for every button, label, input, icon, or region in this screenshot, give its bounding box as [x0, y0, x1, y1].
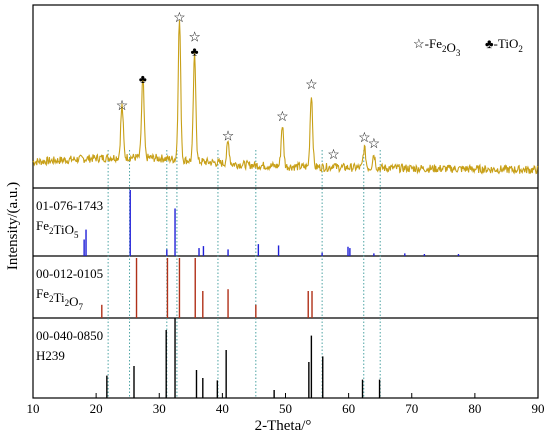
peak-marker-9: ☆ [327, 148, 340, 163]
x-tick-label-30: 30 [153, 401, 166, 416]
x-tick-label-50: 50 [279, 401, 292, 416]
peak-marker-4: ♣ [191, 44, 199, 58]
xrd-pattern-line [32, 20, 539, 175]
x-tick-label-60: 60 [342, 401, 355, 416]
reference-formula: H239 [36, 348, 65, 363]
x-tick-label-80: 80 [468, 401, 481, 416]
plot-frame [32, 4, 539, 399]
x-axis-label: 2-Theta/° [255, 418, 312, 434]
reference-formula: Fe2Ti2O7 [36, 286, 84, 312]
peak-marker-3: ☆ [173, 11, 186, 26]
peak-marker-7: ☆ [276, 110, 289, 125]
reference-pdf-code: 00-040-0850 [36, 328, 103, 343]
reference-pdf-code: 01-076-1743 [36, 198, 103, 213]
x-tick-label-10: 10 [27, 401, 40, 416]
x-tick-label-40: 40 [216, 401, 229, 416]
reference-panel-2: 00-012-0105 Fe2Ti2O7 [36, 258, 313, 318]
peak-marker-10: ☆ [358, 131, 371, 146]
peak-marker-1: ☆ [116, 99, 129, 114]
y-axis-label: Intensity/(a.u.) [5, 182, 21, 270]
x-tick-label-90: 90 [532, 401, 545, 416]
reference-formula: Fe2TiO5 [36, 218, 79, 240]
peak-marker-2: ♣ [139, 72, 147, 86]
legend-item-1: ☆-Fe2O3 [413, 36, 461, 58]
reference-pdf-code: 00-012-0105 [36, 266, 103, 281]
peak-marker-5: ☆ [188, 30, 201, 45]
reference-panel-1: 01-076-1743 Fe2TiO5 [36, 190, 460, 256]
peak-marker-8: ☆ [305, 78, 318, 93]
legend: ☆-Fe2O3 ♣-TiO2 [413, 36, 523, 58]
legend-item-2: ♣-TiO2 [485, 36, 523, 54]
reference-panel-3: 00-040-0850 H239 [36, 318, 381, 398]
peak-marker-6: ☆ [222, 130, 235, 145]
peak-marker-11: ☆ [368, 137, 381, 152]
x-tick-label-20: 20 [90, 401, 103, 416]
x-tick-label-70: 70 [405, 401, 418, 416]
